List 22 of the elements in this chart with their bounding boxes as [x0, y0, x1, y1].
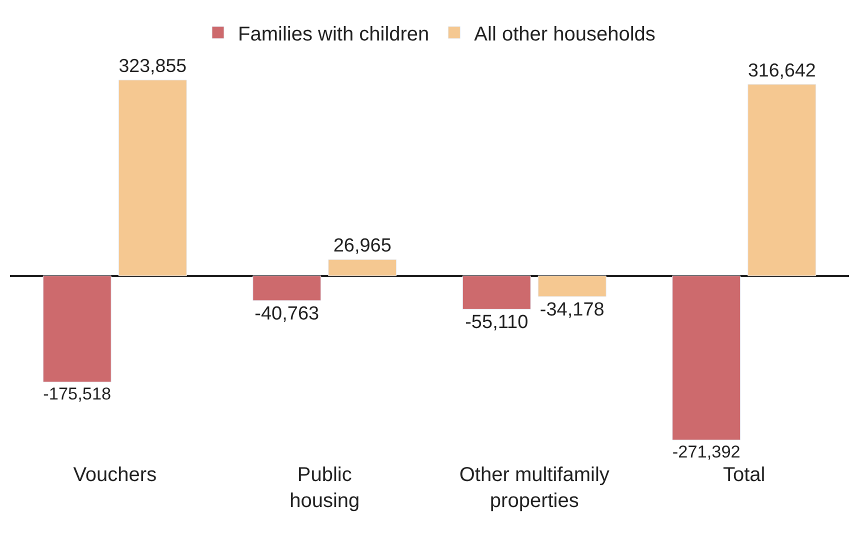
x-tick-label: Total	[723, 464, 766, 486]
bar	[118, 80, 187, 276]
legend-label: Families with children	[238, 23, 430, 46]
data-label: -271,392	[672, 441, 740, 462]
bar	[42, 276, 112, 382]
data-label: 323,855	[118, 55, 187, 76]
data-label: 26,965	[333, 236, 392, 257]
data-label: -40,763	[254, 304, 320, 325]
x-tick-label: Vouchers	[73, 464, 157, 486]
legend-label: All other households	[474, 23, 656, 46]
bar	[462, 276, 531, 310]
data-label: -55,110	[465, 312, 528, 334]
data-label: -175,518	[43, 384, 112, 404]
bar	[252, 276, 322, 301]
bar	[672, 276, 741, 440]
x-tick-label: Public housing	[290, 464, 360, 512]
x-tick-label: Other multifamily properties	[459, 464, 610, 512]
bar	[748, 84, 816, 276]
bar	[538, 276, 606, 297]
data-label: 316,642	[748, 59, 816, 80]
data-label: -34,178	[540, 300, 604, 321]
bar	[328, 259, 397, 276]
